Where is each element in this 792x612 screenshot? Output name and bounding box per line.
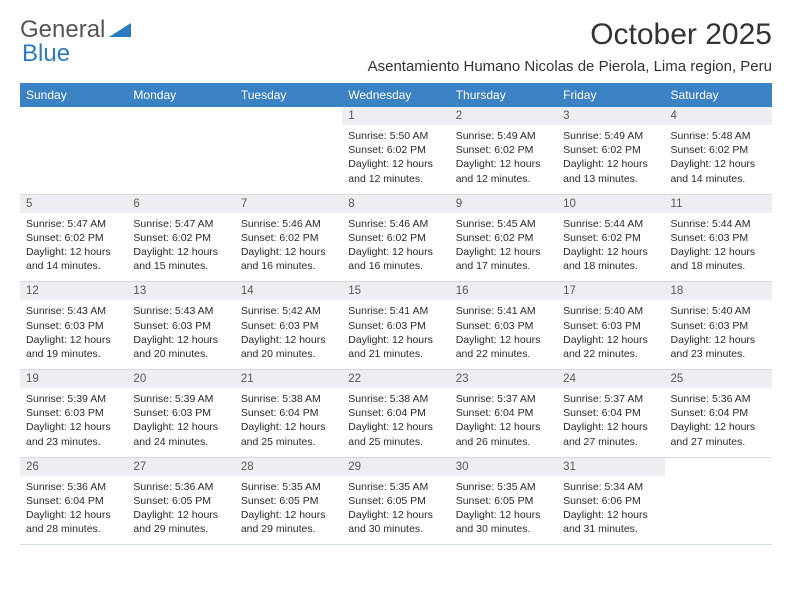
day-data-cell: Sunrise: 5:44 AMSunset: 6:03 PMDaylight:… <box>665 213 772 282</box>
day-number-cell: 20 <box>127 370 234 389</box>
day-data-cell: Sunrise: 5:49 AMSunset: 6:02 PMDaylight:… <box>557 125 664 194</box>
day-data-cell: Sunrise: 5:47 AMSunset: 6:02 PMDaylight:… <box>127 213 234 282</box>
day-number-cell: 30 <box>450 457 557 476</box>
day-data-cell: Sunrise: 5:35 AMSunset: 6:05 PMDaylight:… <box>235 476 342 545</box>
logo: General Blue <box>20 18 131 66</box>
day-data-cell: Sunrise: 5:36 AMSunset: 6:04 PMDaylight:… <box>20 476 127 545</box>
day-data-cell: Sunrise: 5:50 AMSunset: 6:02 PMDaylight:… <box>342 125 449 194</box>
day-number-cell: 12 <box>20 282 127 301</box>
day-number-cell: 25 <box>665 370 772 389</box>
day-number-cell: 28 <box>235 457 342 476</box>
day-number-cell: 21 <box>235 370 342 389</box>
day-number-cell: 4 <box>665 107 772 125</box>
weekday-header: Friday <box>557 83 664 107</box>
day-number-cell <box>235 107 342 125</box>
day-data-cell: Sunrise: 5:44 AMSunset: 6:02 PMDaylight:… <box>557 213 664 282</box>
day-data-cell: Sunrise: 5:36 AMSunset: 6:04 PMDaylight:… <box>665 388 772 457</box>
day-number-cell: 13 <box>127 282 234 301</box>
day-number-cell: 8 <box>342 194 449 213</box>
day-number-cell: 29 <box>342 457 449 476</box>
day-number-cell <box>127 107 234 125</box>
day-data-cell: Sunrise: 5:43 AMSunset: 6:03 PMDaylight:… <box>127 300 234 369</box>
day-data-cell: Sunrise: 5:37 AMSunset: 6:04 PMDaylight:… <box>557 388 664 457</box>
day-number-cell: 14 <box>235 282 342 301</box>
day-number-cell: 2 <box>450 107 557 125</box>
day-number-cell: 27 <box>127 457 234 476</box>
day-number-cell: 18 <box>665 282 772 301</box>
day-data-cell: Sunrise: 5:38 AMSunset: 6:04 PMDaylight:… <box>342 388 449 457</box>
location-subtitle: Asentamiento Humano Nicolas de Pierola, … <box>368 58 772 75</box>
day-data-cell: Sunrise: 5:39 AMSunset: 6:03 PMDaylight:… <box>20 388 127 457</box>
weekday-header: Saturday <box>665 83 772 107</box>
day-number-cell: 3 <box>557 107 664 125</box>
day-data-cell: Sunrise: 5:48 AMSunset: 6:02 PMDaylight:… <box>665 125 772 194</box>
logo-line1: General <box>20 16 105 43</box>
day-data-cell: Sunrise: 5:45 AMSunset: 6:02 PMDaylight:… <box>450 213 557 282</box>
day-data-cell: Sunrise: 5:47 AMSunset: 6:02 PMDaylight:… <box>20 213 127 282</box>
weekday-header: Thursday <box>450 83 557 107</box>
day-number-row: 567891011 <box>20 194 772 213</box>
day-data-cell: Sunrise: 5:49 AMSunset: 6:02 PMDaylight:… <box>450 125 557 194</box>
day-data-cell: Sunrise: 5:46 AMSunset: 6:02 PMDaylight:… <box>342 213 449 282</box>
day-data-cell: Sunrise: 5:39 AMSunset: 6:03 PMDaylight:… <box>127 388 234 457</box>
day-data-cell: Sunrise: 5:41 AMSunset: 6:03 PMDaylight:… <box>342 300 449 369</box>
day-number-row: 1234 <box>20 107 772 125</box>
weekday-header: Wednesday <box>342 83 449 107</box>
day-data-cell: Sunrise: 5:40 AMSunset: 6:03 PMDaylight:… <box>557 300 664 369</box>
day-number-cell: 5 <box>20 194 127 213</box>
weekday-header-row: SundayMondayTuesdayWednesdayThursdayFrid… <box>20 83 772 107</box>
day-data-row: Sunrise: 5:47 AMSunset: 6:02 PMDaylight:… <box>20 213 772 282</box>
day-number-cell: 9 <box>450 194 557 213</box>
day-data-cell: Sunrise: 5:34 AMSunset: 6:06 PMDaylight:… <box>557 476 664 545</box>
day-number-cell: 24 <box>557 370 664 389</box>
weekday-header: Sunday <box>20 83 127 107</box>
day-data-cell: Sunrise: 5:41 AMSunset: 6:03 PMDaylight:… <box>450 300 557 369</box>
day-data-cell: Sunrise: 5:35 AMSunset: 6:05 PMDaylight:… <box>450 476 557 545</box>
day-number-cell: 23 <box>450 370 557 389</box>
day-number-cell: 26 <box>20 457 127 476</box>
day-data-row: Sunrise: 5:43 AMSunset: 6:03 PMDaylight:… <box>20 300 772 369</box>
day-number-cell <box>665 457 772 476</box>
day-number-cell: 1 <box>342 107 449 125</box>
day-number-cell: 15 <box>342 282 449 301</box>
day-data-cell: Sunrise: 5:37 AMSunset: 6:04 PMDaylight:… <box>450 388 557 457</box>
day-data-cell: Sunrise: 5:35 AMSunset: 6:05 PMDaylight:… <box>342 476 449 545</box>
header: General Blue October 2025 Asentamiento H… <box>20 18 772 75</box>
weekday-header: Monday <box>127 83 234 107</box>
day-data-cell: Sunrise: 5:46 AMSunset: 6:02 PMDaylight:… <box>235 213 342 282</box>
logo-triangle-icon <box>109 23 131 37</box>
day-data-row: Sunrise: 5:39 AMSunset: 6:03 PMDaylight:… <box>20 388 772 457</box>
day-number-cell: 31 <box>557 457 664 476</box>
day-data-cell: Sunrise: 5:40 AMSunset: 6:03 PMDaylight:… <box>665 300 772 369</box>
day-number-row: 262728293031 <box>20 457 772 476</box>
weekday-header: Tuesday <box>235 83 342 107</box>
day-number-row: 12131415161718 <box>20 282 772 301</box>
day-data-cell <box>127 125 234 194</box>
page-title: October 2025 <box>368 18 772 52</box>
day-number-cell: 16 <box>450 282 557 301</box>
logo-line2: Blue <box>22 42 131 66</box>
day-number-cell: 10 <box>557 194 664 213</box>
day-data-cell <box>20 125 127 194</box>
calendar-table: SundayMondayTuesdayWednesdayThursdayFrid… <box>20 83 772 545</box>
day-data-cell <box>235 125 342 194</box>
day-number-cell: 7 <box>235 194 342 213</box>
day-number-cell: 11 <box>665 194 772 213</box>
day-number-cell: 22 <box>342 370 449 389</box>
day-data-row: Sunrise: 5:36 AMSunset: 6:04 PMDaylight:… <box>20 476 772 545</box>
day-data-cell: Sunrise: 5:43 AMSunset: 6:03 PMDaylight:… <box>20 300 127 369</box>
day-data-cell: Sunrise: 5:38 AMSunset: 6:04 PMDaylight:… <box>235 388 342 457</box>
day-data-row: Sunrise: 5:50 AMSunset: 6:02 PMDaylight:… <box>20 125 772 194</box>
day-number-cell: 6 <box>127 194 234 213</box>
day-number-cell: 17 <box>557 282 664 301</box>
day-data-cell: Sunrise: 5:42 AMSunset: 6:03 PMDaylight:… <box>235 300 342 369</box>
day-data-cell <box>665 476 772 545</box>
day-number-row: 19202122232425 <box>20 370 772 389</box>
day-number-cell <box>20 107 127 125</box>
day-data-cell: Sunrise: 5:36 AMSunset: 6:05 PMDaylight:… <box>127 476 234 545</box>
day-number-cell: 19 <box>20 370 127 389</box>
